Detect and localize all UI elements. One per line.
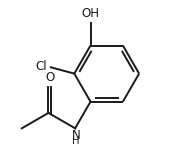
Text: N: N [71,129,80,142]
Text: Cl: Cl [36,60,47,73]
Text: O: O [45,71,54,84]
Text: H: H [72,136,80,146]
Text: OH: OH [81,7,100,20]
